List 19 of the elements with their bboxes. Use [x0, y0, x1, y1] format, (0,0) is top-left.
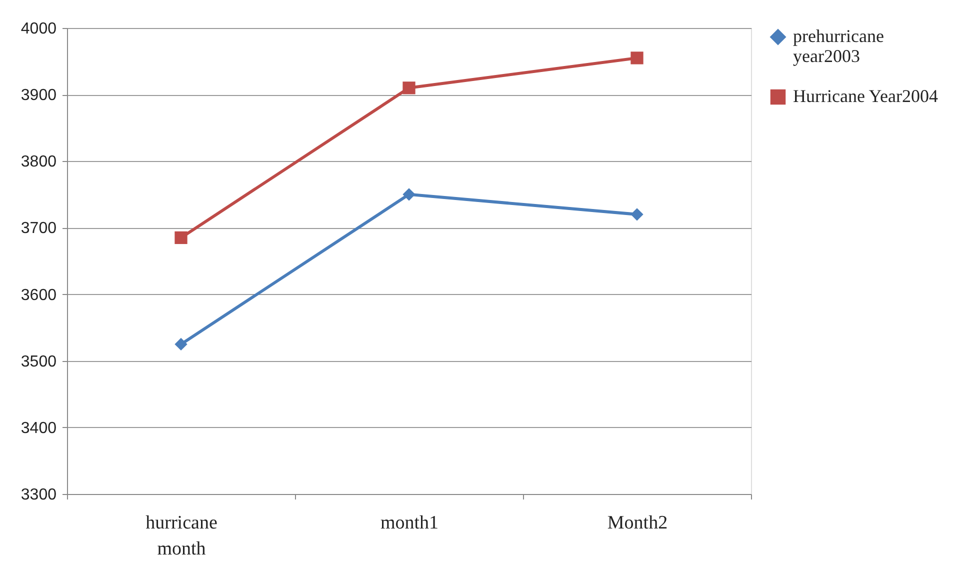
point [174, 231, 188, 244]
y-tick-label: 3900 [20, 87, 57, 104]
x-tick-label: hurricane month [146, 512, 218, 560]
y-tick-label: 3800 [20, 154, 57, 171]
x-tick-label: Month2 [607, 512, 668, 534]
y-tick-label: 3700 [20, 220, 57, 238]
legend-label: Hurricane Year2004 [793, 86, 938, 106]
point [174, 338, 188, 351]
point [402, 82, 416, 94]
point [402, 188, 416, 201]
y-tick-label: 3500 [20, 353, 57, 370]
y-tick-label: 3400 [20, 420, 57, 437]
y-tick-label: 3300 [20, 486, 57, 504]
y-tick-label: 4000 [20, 20, 57, 38]
y-tick-label: 3600 [20, 286, 57, 304]
x-tick-label: month1 [380, 512, 439, 534]
point [630, 208, 644, 221]
legend-label: prehurricane year2003 [793, 26, 884, 66]
point [630, 52, 644, 64]
